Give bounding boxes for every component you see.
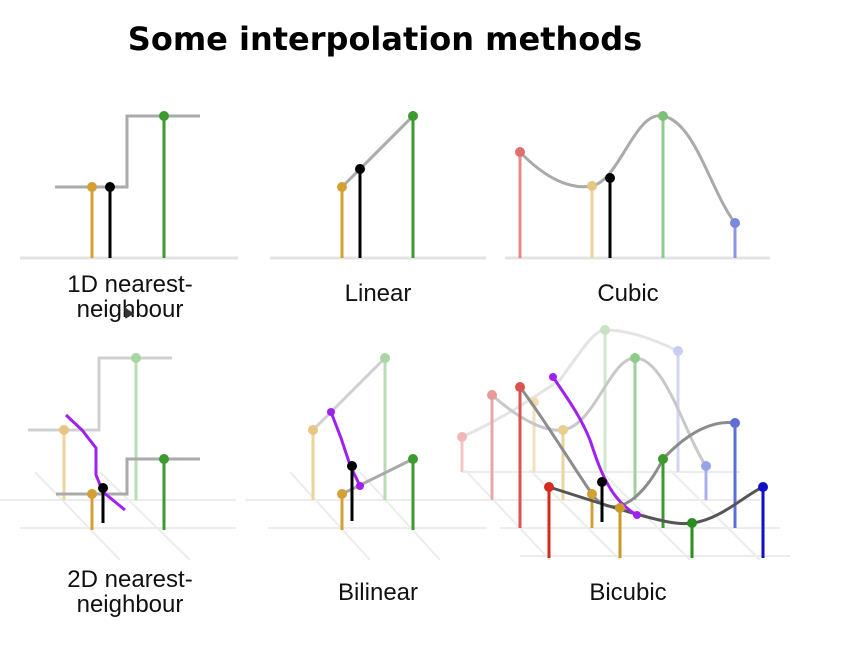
query-point bbox=[347, 461, 357, 471]
query-point bbox=[105, 182, 115, 192]
caption-bilinear: Bilinear bbox=[337, 579, 419, 606]
step-curve-back bbox=[28, 356, 172, 432]
query-point bbox=[597, 477, 607, 487]
sample-point-green bbox=[658, 111, 668, 121]
caption-nn1d-line1: 1D nearest- bbox=[67, 271, 193, 298]
sample-point-gold bbox=[87, 182, 97, 192]
caption-cubic: Cubic bbox=[597, 280, 659, 307]
sample-point-green bbox=[159, 111, 169, 121]
step-curve bbox=[55, 114, 200, 189]
sample-point-green bbox=[408, 111, 418, 121]
caption-nn1d: 1D nearest- neighbour bbox=[40, 272, 220, 322]
sample-point-gold bbox=[337, 182, 347, 192]
interp-path bbox=[64, 413, 126, 512]
caption-linear: Linear bbox=[344, 280, 412, 307]
sample-point-blue bbox=[730, 218, 740, 228]
sample-point-red bbox=[515, 147, 525, 157]
panel-linear bbox=[270, 111, 486, 260]
interp-path bbox=[329, 411, 362, 487]
page-title: Some interpolation methods bbox=[127, 20, 643, 58]
query-point bbox=[98, 483, 108, 493]
step-curve-front bbox=[56, 457, 200, 496]
caption-bicubic: Bicubic bbox=[589, 579, 667, 606]
caption-nn1d-line2: neighbour bbox=[76, 296, 184, 323]
panel-cubic bbox=[505, 111, 770, 260]
panel-bicubic bbox=[457, 325, 790, 561]
query-point bbox=[355, 164, 365, 174]
caption-nn2d-line1: 2D nearest- bbox=[67, 566, 193, 593]
caption-nn2d-line2: neighbour bbox=[76, 591, 184, 618]
caption-nn2d: 2D nearest- neighbour bbox=[40, 567, 220, 617]
panel-nn2d bbox=[0, 353, 236, 561]
query-point bbox=[605, 173, 615, 183]
cubic-curve bbox=[518, 114, 737, 224]
linear-curve bbox=[340, 114, 415, 189]
panel-nn1d bbox=[20, 111, 238, 260]
sample-point-gold bbox=[587, 181, 597, 191]
panel-bilinear bbox=[245, 353, 487, 561]
